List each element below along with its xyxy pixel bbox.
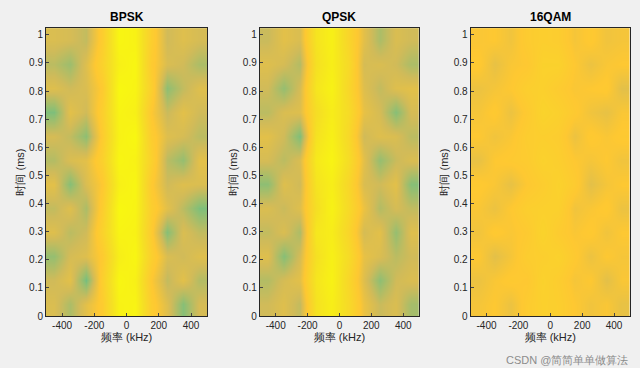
svg-text:0: 0: [124, 320, 130, 331]
svg-text:16QAM: 16QAM: [530, 10, 571, 24]
svg-text:0.8: 0.8: [454, 86, 468, 97]
svg-text:400: 400: [606, 320, 623, 331]
svg-text:-400: -400: [52, 320, 72, 331]
svg-text:-400: -400: [477, 320, 497, 331]
svg-text:0.1: 0.1: [29, 282, 43, 293]
svg-text:CSDN @简简单单做算法: CSDN @简简单单做算法: [506, 354, 628, 366]
svg-text:频率 (kHz): 频率 (kHz): [101, 331, 152, 343]
svg-text:时间 (ms): 时间 (ms): [438, 148, 450, 195]
svg-text:0.1: 0.1: [243, 282, 257, 293]
svg-text:0.3: 0.3: [454, 226, 468, 237]
svg-text:0.3: 0.3: [243, 226, 257, 237]
svg-text:0.5: 0.5: [29, 170, 43, 181]
svg-text:1: 1: [462, 29, 468, 40]
svg-text:1: 1: [37, 29, 43, 40]
svg-text:0.3: 0.3: [29, 226, 43, 237]
svg-text:200: 200: [363, 320, 380, 331]
svg-text:0.2: 0.2: [29, 254, 43, 265]
svg-text:400: 400: [395, 320, 412, 331]
svg-text:BPSK: BPSK: [110, 10, 144, 24]
svg-text:0: 0: [337, 320, 343, 331]
svg-text:QPSK: QPSK: [322, 10, 356, 24]
svg-text:0.6: 0.6: [454, 142, 468, 153]
svg-text:0: 0: [251, 311, 257, 322]
svg-text:400: 400: [183, 320, 200, 331]
svg-text:0.1: 0.1: [454, 282, 468, 293]
svg-text:200: 200: [150, 320, 167, 331]
svg-text:频率 (kHz): 频率 (kHz): [314, 331, 365, 343]
svg-text:0.5: 0.5: [454, 170, 468, 181]
svg-text:1: 1: [251, 29, 257, 40]
svg-text:时间 (ms): 时间 (ms): [14, 148, 26, 195]
svg-text:-200: -200: [508, 320, 528, 331]
svg-text:0.4: 0.4: [243, 198, 257, 209]
svg-text:时间 (ms): 时间 (ms): [227, 148, 239, 195]
svg-text:0.7: 0.7: [454, 114, 468, 125]
svg-text:0.4: 0.4: [29, 198, 43, 209]
svg-text:频率 (kHz): 频率 (kHz): [525, 331, 576, 343]
svg-text:0.2: 0.2: [454, 254, 468, 265]
svg-text:0: 0: [462, 311, 468, 322]
svg-text:-200: -200: [84, 320, 104, 331]
svg-text:0: 0: [548, 320, 554, 331]
svg-text:0.8: 0.8: [243, 86, 257, 97]
svg-text:0.7: 0.7: [29, 114, 43, 125]
svg-text:0.9: 0.9: [29, 57, 43, 68]
svg-text:0.9: 0.9: [454, 57, 468, 68]
svg-text:0: 0: [37, 311, 43, 322]
svg-text:0.6: 0.6: [29, 142, 43, 153]
svg-text:0.5: 0.5: [243, 170, 257, 181]
svg-text:-400: -400: [266, 320, 286, 331]
svg-text:0.6: 0.6: [243, 142, 257, 153]
svg-text:0.2: 0.2: [243, 254, 257, 265]
svg-text:0.7: 0.7: [243, 114, 257, 125]
svg-text:-200: -200: [298, 320, 318, 331]
svg-text:200: 200: [574, 320, 591, 331]
svg-text:0.4: 0.4: [454, 198, 468, 209]
svg-text:0.8: 0.8: [29, 86, 43, 97]
svg-text:0.9: 0.9: [243, 57, 257, 68]
